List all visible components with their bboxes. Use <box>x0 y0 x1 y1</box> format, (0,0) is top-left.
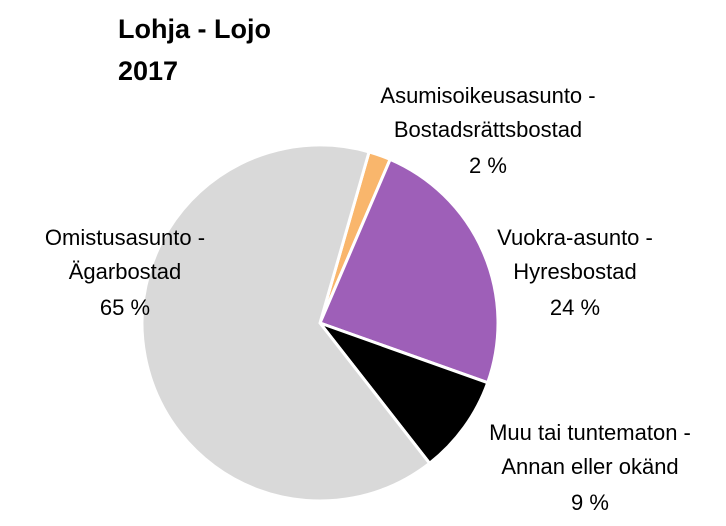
value-label: 24 % <box>550 295 600 320</box>
slice-label: Ägarbostad <box>69 259 182 284</box>
chart-title: 2017 <box>118 56 178 86</box>
slice-label: Muu tai tuntematon - <box>489 420 691 445</box>
slice-label: Vuokra-asunto - <box>497 225 653 250</box>
slice-label: Omistusasunto - <box>45 225 205 250</box>
slice-label: Annan eller okänd <box>501 454 678 479</box>
value-label: 65 % <box>100 295 150 320</box>
slice-label: Asumisoikeusasunto - <box>380 83 595 108</box>
slice-label: Hyresbostad <box>513 259 637 284</box>
pie-slice <box>140 143 432 503</box>
slice-label: Bostadsrättsbostad <box>394 117 582 142</box>
pie-slice <box>317 157 500 385</box>
chart-title: Lohja - Lojo <box>118 14 271 44</box>
value-label: 9 % <box>571 490 609 515</box>
value-label: 2 % <box>469 153 507 178</box>
pie-slice <box>315 319 490 466</box>
